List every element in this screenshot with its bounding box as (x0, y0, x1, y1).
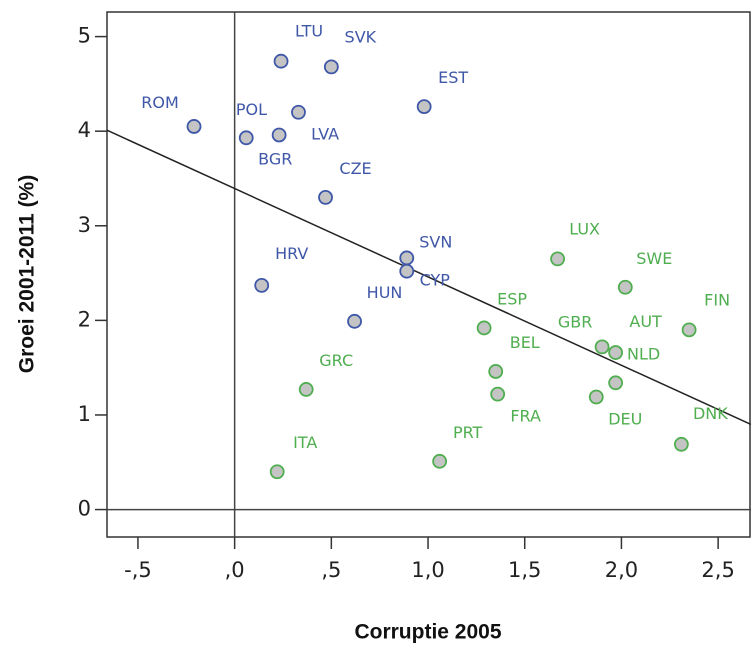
point (550, 251, 566, 267)
point (416, 99, 432, 114)
point-label: DEU (608, 410, 642, 429)
y-tick-label: 0 (78, 497, 91, 521)
y-tick-label: 3 (78, 213, 91, 237)
point (291, 104, 306, 120)
y-tick-label: 5 (78, 24, 91, 48)
point (617, 279, 633, 295)
point-label: EST (438, 68, 468, 87)
point-label: LVA (311, 124, 339, 143)
point (273, 53, 289, 69)
point-label: FRA (510, 407, 541, 426)
x-tick-label: 1,5 (508, 558, 541, 582)
point-label: CZE (339, 159, 371, 178)
x-tick-label: -,5 (124, 558, 152, 582)
point (673, 436, 689, 452)
point (269, 464, 285, 480)
x-tick-label: ,0 (225, 558, 245, 582)
point (608, 345, 624, 360)
y-tick-label: 1 (78, 402, 91, 426)
point (399, 263, 415, 279)
y-tick-label: 4 (78, 118, 91, 142)
point-label: DNK (693, 404, 728, 423)
point (186, 119, 202, 134)
point-label: ITA (293, 433, 317, 452)
point (271, 127, 287, 143)
point (488, 364, 504, 379)
point (318, 190, 333, 205)
point (323, 59, 339, 75)
point-label: ROM (141, 93, 179, 112)
point-label: BEL (510, 333, 540, 352)
point-label: BGR (258, 149, 292, 168)
point (238, 130, 254, 146)
point-label: LUX (569, 219, 600, 238)
point-label: GRC (319, 351, 353, 370)
point-label: SVK (345, 27, 377, 46)
x-tick-label: 2,0 (605, 558, 638, 582)
point (298, 382, 314, 397)
point-label: SVN (419, 232, 452, 251)
point-label: NLD (627, 344, 660, 363)
point (399, 250, 415, 266)
point-label: ESP (497, 289, 527, 308)
point-label: HUN (367, 283, 403, 302)
point (490, 386, 506, 402)
point (594, 339, 610, 355)
point-label: LTU (295, 22, 323, 41)
y-tick-label: 2 (78, 307, 91, 331)
x-tick-label: 2,5 (701, 558, 734, 582)
y-axis-title: Groei 2001-2011 (%) (16, 175, 39, 373)
point (608, 375, 624, 391)
point-label: PRT (453, 423, 483, 442)
point-label: GBR (558, 312, 593, 331)
x-axis-title: Corruptie 2005 (354, 621, 501, 644)
point-label: HRV (275, 244, 308, 263)
x-tick-label: 1,0 (411, 558, 444, 582)
point (254, 277, 270, 293)
point (476, 320, 492, 336)
x-tick-label: ,5 (321, 558, 341, 582)
trend-line (106, 129, 751, 426)
point (347, 313, 362, 329)
point-label: CYP (420, 271, 451, 290)
point-label: AUT (629, 312, 662, 331)
point-label: FIN (704, 290, 730, 309)
point-label: SWE (636, 249, 672, 268)
point (681, 322, 697, 338)
point-label: POL (236, 100, 267, 119)
point (432, 453, 448, 469)
point (588, 389, 604, 405)
